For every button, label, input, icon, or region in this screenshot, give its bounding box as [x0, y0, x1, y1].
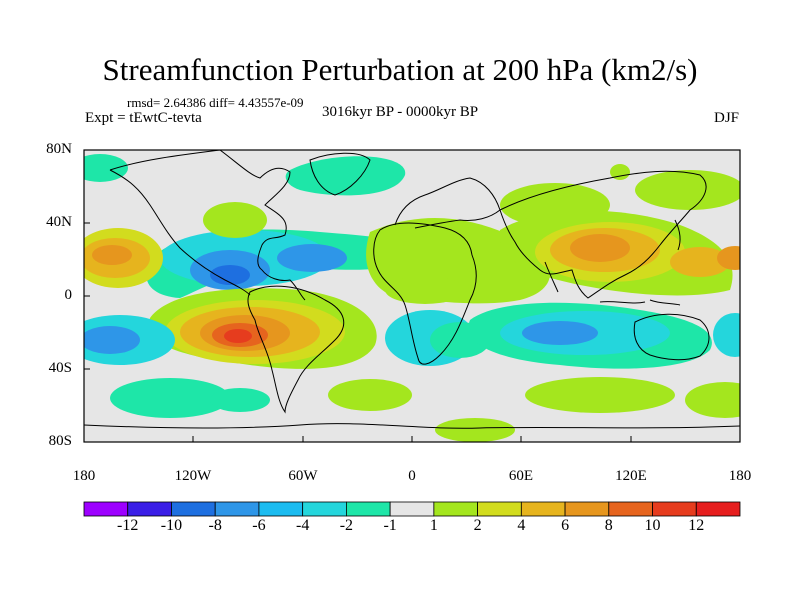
lon-label-120w: 120W	[174, 468, 212, 484]
colorbar-label: 2	[473, 517, 482, 534]
contour-positive	[610, 164, 630, 180]
coastline-indonesia	[599, 299, 681, 306]
contour-negative	[210, 388, 270, 412]
colorbar-label: 8	[604, 517, 613, 534]
colorbar-label: 1	[429, 517, 438, 534]
axis-ticks	[83, 149, 741, 443]
colorbar-swatch	[83, 501, 129, 517]
experiment-label: Expt = tEwtC-tevta	[85, 110, 202, 126]
colorbar-label: -10	[160, 517, 183, 534]
coastline-asia	[499, 170, 707, 299]
colorbar-swatch	[389, 501, 435, 517]
coastline-africa	[373, 222, 477, 365]
contour-positive	[570, 234, 630, 262]
coastline-europe	[394, 177, 501, 229]
colorbar-swatch	[652, 501, 697, 517]
season-label: DJF	[714, 110, 740, 126]
colorbar	[83, 501, 741, 517]
colorbar-label: 4	[517, 517, 526, 534]
colorbar-swatch	[127, 501, 172, 517]
colorbar-swatch	[171, 501, 216, 517]
stats-label: rmsd= 2.64386 diff= 4.43557e-09	[127, 95, 304, 110]
lon-label-60e: 60E	[508, 468, 534, 484]
map-title: Streamfunction Perturbation at 200 hPa (…	[102, 52, 698, 87]
colorbar-swatch	[433, 501, 479, 517]
contour-negative	[84, 154, 128, 182]
colorbar-label: 10	[644, 517, 661, 534]
colorbar-swatch	[214, 501, 260, 517]
colorbar-swatch	[477, 501, 522, 517]
coastline-japan	[674, 219, 681, 251]
lon-label-180w: 180	[72, 468, 96, 484]
lat-label-eq: 0	[64, 287, 73, 303]
contour-positive	[92, 245, 132, 265]
colorbar-label: 6	[561, 517, 570, 534]
lat-label-40s: 40S	[48, 360, 72, 376]
contour-negative	[285, 156, 406, 196]
colorbar-swatch	[520, 501, 566, 517]
contour-positive	[635, 170, 740, 210]
contour-positive	[685, 382, 740, 418]
lat-label-40n: 40N	[46, 214, 72, 230]
contour-positive	[435, 418, 515, 442]
coastline-antarctica	[84, 423, 740, 429]
coastlines	[84, 150, 740, 429]
contour-negative	[84, 326, 140, 354]
period-label: 3016kyr BP - 0000kyr BP	[322, 104, 479, 120]
lon-label-180e: 180	[728, 468, 752, 484]
colorbar-swatch	[608, 501, 653, 517]
coastline-greenland	[309, 152, 371, 196]
coastline-australia	[633, 313, 710, 361]
contour-fields	[84, 154, 740, 442]
contour-positive	[224, 329, 252, 343]
contour-negative	[277, 244, 347, 272]
colorbar-label: 12	[688, 517, 705, 534]
lat-label-80s: 80S	[48, 433, 72, 449]
colorbar-label: -8	[208, 517, 222, 534]
contour-negative	[210, 265, 250, 285]
colorbar-swatch	[695, 501, 741, 517]
colorbar-label: -1	[383, 517, 397, 534]
contour-negative	[713, 313, 740, 357]
colorbar-swatch	[258, 501, 304, 517]
colorbar-label: -2	[339, 517, 354, 534]
coastline-india	[544, 261, 559, 293]
colorbar-swatch	[345, 501, 391, 517]
contour-negative	[522, 321, 598, 345]
contour-positive	[203, 202, 267, 238]
lon-label-0: 0	[408, 468, 416, 484]
colorbar-label: -6	[252, 517, 266, 534]
colorbar-swatch	[302, 501, 347, 517]
coastline-north-america	[109, 150, 306, 301]
contour-positive	[385, 276, 465, 304]
lat-label-80n: 80N	[46, 141, 72, 157]
contour-negative	[110, 378, 230, 418]
contour-positive	[670, 247, 730, 277]
colorbar-label: -4	[295, 517, 310, 534]
lon-label-60w: 60W	[288, 468, 318, 484]
contour-positive	[717, 246, 740, 270]
lon-label-120e: 120E	[615, 468, 647, 484]
coastline-south-america	[247, 285, 345, 414]
contour-positive	[328, 379, 412, 411]
colorbar-swatch	[564, 501, 610, 517]
colorbar-label: -12	[117, 517, 139, 534]
contour-positive	[525, 377, 675, 413]
